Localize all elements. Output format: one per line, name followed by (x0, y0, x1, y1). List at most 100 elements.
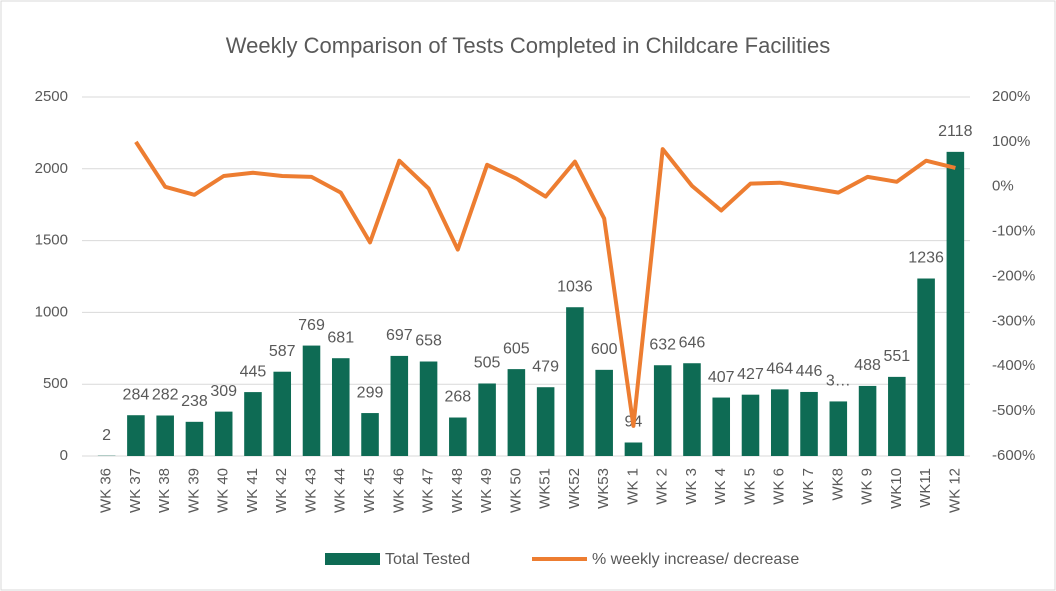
data-label: 309 (210, 383, 237, 400)
data-label: 697 (386, 327, 413, 344)
data-label: 681 (327, 329, 354, 346)
bar (185, 421, 204, 456)
x-tick-label: WK 40 (215, 468, 232, 513)
x-tick-label: WK 45 (361, 468, 378, 513)
x-tick-label: WK 39 (185, 468, 202, 513)
y2-tick-label: -200% (992, 267, 1035, 284)
y2-tick-label: 200% (992, 88, 1030, 105)
x-tick-label: WK 49 (478, 468, 495, 513)
bar (331, 358, 350, 456)
legend-swatch (325, 553, 380, 565)
data-label: 658 (415, 333, 442, 350)
x-tick-label: WK 36 (98, 468, 115, 513)
bar (624, 442, 643, 456)
x-tick-label: WK53 (595, 468, 612, 509)
y2-tick-label: -500% (992, 402, 1035, 419)
data-label: 268 (444, 389, 471, 406)
x-tick-label: WK 4 (712, 468, 729, 505)
x-tick-label: WK 5 (741, 468, 758, 505)
data-label: 479 (532, 358, 559, 375)
bar (946, 151, 965, 456)
x-tick-label: WK 6 (771, 468, 788, 505)
bar (273, 371, 292, 456)
bar (888, 376, 906, 456)
x-tick-label: WK 43 (302, 468, 319, 513)
x-tick-label: WK51 (537, 468, 554, 509)
y2-tick-label: -100% (992, 223, 1035, 240)
y-tick-label: 500 (43, 375, 68, 392)
x-tick-label: WK 46 (390, 468, 407, 513)
bar (302, 345, 321, 456)
y-tick-label: 1000 (35, 303, 68, 320)
bar (214, 411, 233, 456)
bar (449, 417, 467, 456)
data-label: 769 (298, 317, 325, 334)
data-label: 488 (854, 357, 881, 374)
data-label: 505 (474, 355, 501, 372)
bar (595, 369, 613, 456)
chart-title: Weekly Comparison of Tests Completed in … (226, 33, 830, 58)
data-label: 3… (826, 373, 851, 390)
y2-tick-label: 0% (992, 178, 1014, 195)
bar (127, 415, 145, 456)
x-tick-label: WK 42 (273, 468, 290, 513)
data-label: 464 (766, 361, 793, 378)
data-label: 600 (591, 341, 618, 358)
data-label: 2 (102, 427, 111, 444)
data-label: 427 (737, 366, 764, 383)
x-tick-label: WK10 (888, 468, 905, 509)
x-tick-label: WK 44 (332, 468, 349, 513)
bar (244, 392, 262, 456)
x-tick-label: WK 41 (244, 468, 261, 513)
bar (156, 415, 174, 456)
x-tick-label: WK 7 (800, 468, 817, 505)
x-tick-label: WK 1 (624, 468, 641, 505)
data-label: 587 (269, 343, 296, 360)
bar (419, 361, 438, 456)
y-tick-label: 1500 (35, 232, 68, 249)
x-tick-label: WK 12 (946, 468, 963, 513)
line (134, 140, 956, 428)
x-tick-label: WK 2 (654, 468, 671, 505)
x-tick-label: WK52 (566, 468, 583, 509)
legend-label: % weekly increase/ decrease (592, 551, 799, 568)
x-tick-label: WK 9 (859, 468, 876, 505)
data-label: 282 (152, 387, 179, 404)
data-label: 1236 (908, 250, 944, 267)
x-tick-label: WK 3 (683, 468, 700, 505)
bar (507, 369, 526, 456)
y2-tick-label: -600% (992, 447, 1035, 464)
bar (536, 387, 555, 456)
bar (683, 363, 701, 456)
bar (478, 383, 496, 456)
bar (390, 355, 409, 456)
bar (361, 413, 379, 456)
data-label: 551 (883, 348, 910, 365)
data-label: 605 (503, 340, 530, 357)
y-tick-label: 2500 (35, 88, 68, 105)
legend-label: Total Tested (385, 551, 470, 568)
x-tick-label: WK 47 (420, 468, 437, 513)
bar (917, 278, 935, 456)
y2-tick-label: 100% (992, 133, 1030, 150)
y2-tick-label: -400% (992, 357, 1035, 374)
data-label: 407 (708, 369, 735, 386)
bar (829, 401, 848, 456)
y-tick-label: 0 (60, 447, 68, 464)
bar (800, 391, 818, 456)
data-label: 646 (679, 334, 706, 351)
data-label: 238 (181, 393, 208, 410)
data-label: 632 (649, 336, 676, 353)
bar (566, 307, 584, 456)
data-label: 2118 (938, 123, 973, 140)
bar (858, 385, 877, 456)
data-label: 445 (240, 363, 267, 380)
x-tick-label: WK11 (917, 468, 934, 508)
y-tick-label: 2000 (35, 160, 68, 177)
bar (712, 397, 731, 456)
data-label: 299 (357, 384, 384, 401)
x-tick-label: WK8 (829, 468, 846, 501)
data-label: 284 (123, 386, 150, 403)
